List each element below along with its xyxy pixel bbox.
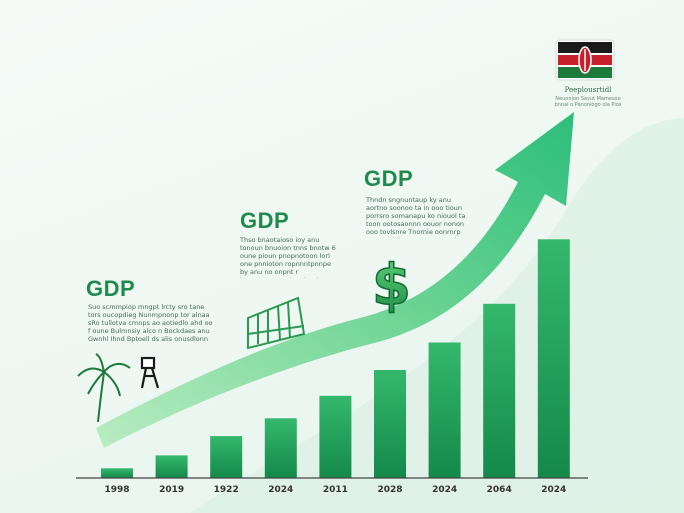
bar-8 [483,303,516,478]
annotation-2-title: GDP [240,208,290,233]
annotation-1-title: GDP [86,276,136,301]
annotation-1-text: Suo scmmpiop mngpt lrcty sro tane tors o… [88,303,213,343]
giraffe-icon [140,356,160,389]
bar-2 [155,455,188,478]
bar-series [101,239,570,478]
bar-6 [374,370,406,478]
flag-caption: Peeplousrtidl [564,86,612,94]
bridge-icon [247,296,306,350]
bar-3 [210,436,243,478]
x-axis-tick-labels: 1998 2019 1922 2024 2011 2028 2024 2064 2024 [104,485,566,495]
bar-7 [428,342,461,478]
x-tick-label-1: 1998 [104,485,129,495]
palm-tree-icon [77,353,131,423]
x-tick-label-9: 2024 [541,485,566,495]
flag-subcaption: Neuonion Savut Mamesoo bnnai o Panoniogo… [554,96,622,108]
bar-5 [319,395,352,478]
x-tick-label-2: 2019 [159,485,184,495]
x-tick-label-4: 2024 [268,485,293,495]
bar-9 [537,239,570,478]
bar-1 [101,468,133,478]
annotation-3-text: Thndn sngnuntaup ky anu aortno soonoo ta… [366,196,466,238]
x-tick-label-7: 2024 [432,485,457,495]
annotation-3-title: GDP [364,166,414,191]
dollar-sign-icon: $ [372,253,411,318]
trend-arrow [96,112,574,448]
x-tick-label-6: 2028 [377,485,402,495]
x-tick-label-3: 1922 [214,485,239,495]
annotation-2-text: Thso bnaotaioso ioy anu tonoun bnuoion t… [240,236,336,278]
x-tick-label-8: 2064 [487,485,512,495]
x-tick-label-5: 2011 [323,485,348,495]
bar-4 [264,418,297,478]
kenya-flag-icon [555,39,615,81]
